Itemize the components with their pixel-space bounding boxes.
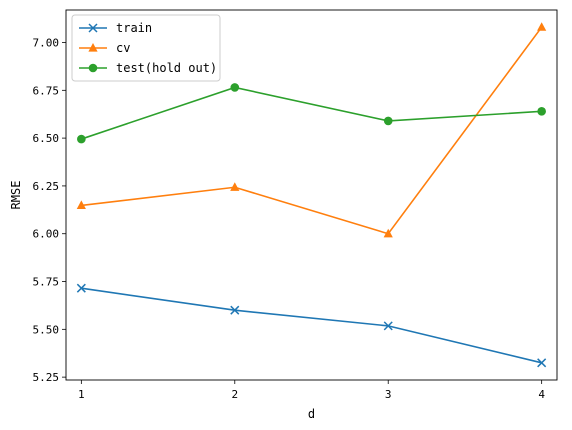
series-2 — [76, 22, 547, 238]
y-tick-label: 5.75 — [33, 276, 60, 289]
data-point — [76, 200, 86, 210]
y-axis-title: RMSE — [9, 181, 23, 210]
x-tick-label: 3 — [385, 388, 392, 401]
x-tick-label: 1 — [78, 388, 85, 401]
legend-item: cv — [79, 41, 130, 55]
series-line — [81, 287, 542, 364]
legend-label: train — [116, 21, 152, 35]
data-point — [230, 305, 240, 315]
legend-label: test(hold out) — [116, 61, 217, 75]
y-tick-label: 5.50 — [33, 323, 60, 336]
series-line — [81, 26, 543, 235]
data-point — [537, 22, 547, 31]
legend: train cv test(hold out) — [71, 14, 221, 82]
data-point — [230, 182, 240, 191]
y-tick-label: 6.00 — [33, 228, 60, 241]
x-axis-title: d — [308, 407, 315, 421]
data-point — [76, 283, 86, 293]
legend-item: train — [79, 21, 152, 35]
y-tick-label: 6.50 — [33, 132, 60, 145]
plot-frame — [65, 9, 558, 381]
data-point — [77, 134, 86, 144]
data-point — [537, 107, 546, 116]
plot-area — [76, 22, 547, 368]
legend-marker — [88, 63, 98, 73]
data-point — [230, 83, 240, 92]
data-point — [383, 228, 393, 238]
series-1 — [76, 283, 547, 368]
y-tick-label: 5.25 — [33, 371, 60, 384]
x-tick-label: 2 — [231, 388, 238, 401]
series-3 — [77, 83, 546, 144]
legend-marker — [88, 23, 98, 33]
data-point — [383, 321, 393, 331]
data-point — [383, 116, 393, 126]
y-tick-label: 6.75 — [33, 84, 60, 97]
data-point — [537, 358, 547, 368]
axes: 1 2 3 4 5.25 5.50 5.75 6.00 6.25 6.50 6.75 7.00 — [33, 9, 558, 401]
legend-box — [71, 14, 221, 82]
legend-item: test(hold out) — [79, 61, 217, 75]
y-tick-label: 6.25 — [33, 180, 60, 193]
y-tick-label: 7.00 — [33, 37, 60, 50]
series-line — [81, 86, 542, 140]
legend-label: cv — [116, 41, 130, 55]
x-tick-label: 4 — [538, 388, 545, 401]
legend-marker — [88, 43, 98, 52]
